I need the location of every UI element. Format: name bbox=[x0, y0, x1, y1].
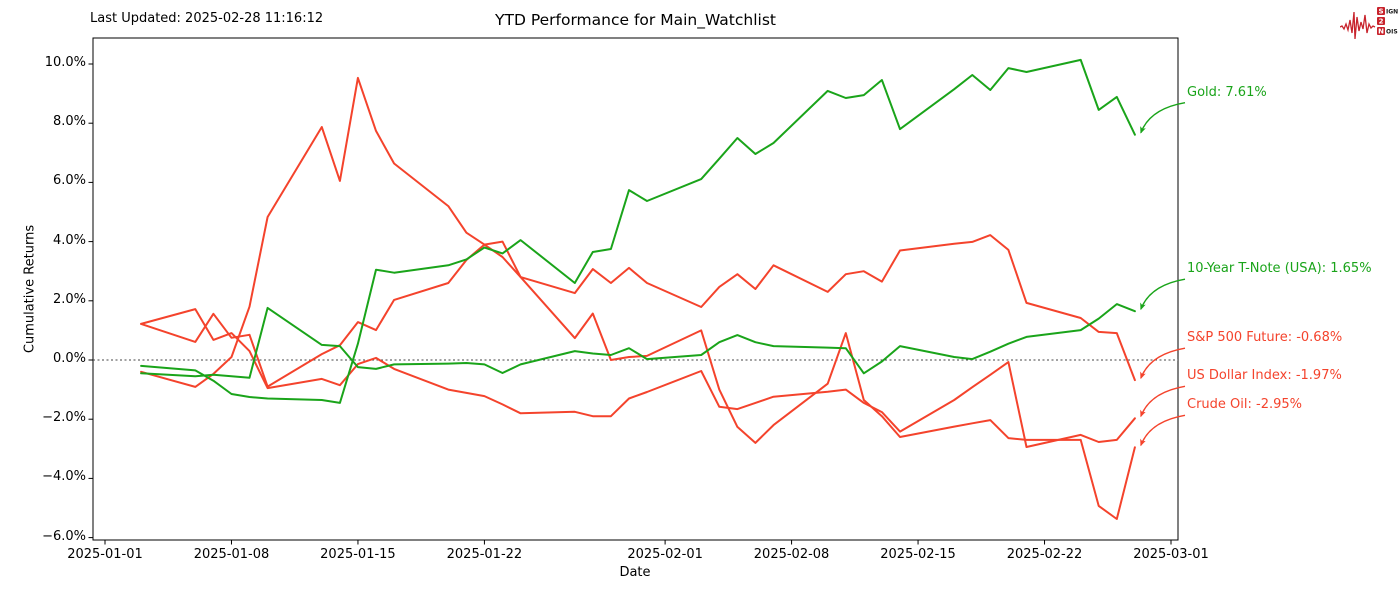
x-axis-label: Date bbox=[619, 565, 651, 580]
series-line-gold bbox=[140, 58, 1136, 404]
x-tick-label: 2025-03-01 bbox=[1133, 547, 1209, 562]
series-annotation-10-year-t-note-usa-: 10-Year T-Note (USA): 1.65% bbox=[1187, 261, 1372, 277]
annotation-arrow-s-p-500-future bbox=[1140, 347, 1186, 380]
signal2noise-logo: S IGNAL 2 N OISE bbox=[1339, 3, 1400, 47]
x-tick-label: 2025-02-08 bbox=[753, 547, 830, 562]
annotation-arrow-10-year-t-note-usa- bbox=[1140, 278, 1186, 311]
y-tick-label: −4.0% bbox=[42, 469, 86, 485]
x-tick-label: 2025-02-15 bbox=[880, 547, 956, 562]
y-tick-label: −2.0% bbox=[42, 410, 86, 426]
series-line-10-year-t-note-usa- bbox=[140, 303, 1136, 379]
y-tick-label: 6.0% bbox=[52, 173, 86, 189]
y-tick-label: 0.0% bbox=[52, 351, 86, 366]
y-tick-label: 2.0% bbox=[52, 291, 86, 307]
logo-oise: OISE bbox=[1386, 29, 1398, 36]
x-tick-label: 2025-02-22 bbox=[1006, 547, 1083, 562]
logo-s: S bbox=[1378, 8, 1383, 16]
series-annotation-gold: Gold: 7.61% bbox=[1187, 84, 1267, 100]
page-title: YTD Performance for Main_Watchlist bbox=[495, 11, 776, 29]
y-tick-label: 10.0% bbox=[44, 55, 86, 70]
x-tick-label: 2025-01-22 bbox=[446, 547, 523, 562]
series-annotation-s-p-500-future: S&P 500 Future: -0.68% bbox=[1187, 330, 1343, 346]
y-tick-label: 8.0% bbox=[52, 114, 86, 130]
y-axis-label: Cumulative Returns bbox=[22, 224, 38, 354]
plot-frame bbox=[92, 37, 1179, 541]
logo-waveform-icon: S IGNAL 2 N OISE bbox=[1339, 7, 1400, 40]
logo-n: N bbox=[1378, 28, 1384, 36]
annotation-arrow-us-dollar-index bbox=[1140, 385, 1186, 418]
y-tick-label: −6.0% bbox=[42, 528, 86, 544]
series-line-s-p-500-future bbox=[140, 234, 1136, 388]
x-tick-label: 2025-01-15 bbox=[320, 547, 396, 562]
series-line-us-dollar-index bbox=[140, 308, 1136, 448]
x-tick-label: 2025-01-01 bbox=[67, 547, 143, 562]
y-tick-label: 4.0% bbox=[52, 232, 86, 248]
series-line-crude-oil bbox=[140, 76, 1136, 520]
series-annotation-crude-oil: Crude Oil: -2.95% bbox=[1187, 397, 1303, 413]
x-tick-label: 2025-01-08 bbox=[193, 547, 270, 562]
logo-ignal: IGNAL bbox=[1386, 9, 1398, 16]
logo-2: 2 bbox=[1379, 18, 1384, 26]
x-tick-label: 2025-02-01 bbox=[627, 547, 703, 562]
annotation-arrow-crude-oil bbox=[1140, 414, 1186, 447]
last-updated-text: Last Updated: 2025-02-28 11:16:12 bbox=[90, 11, 324, 26]
series-annotation-us-dollar-index: US Dollar Index: -1.97% bbox=[1187, 368, 1342, 384]
annotation-arrow-gold bbox=[1140, 102, 1186, 134]
